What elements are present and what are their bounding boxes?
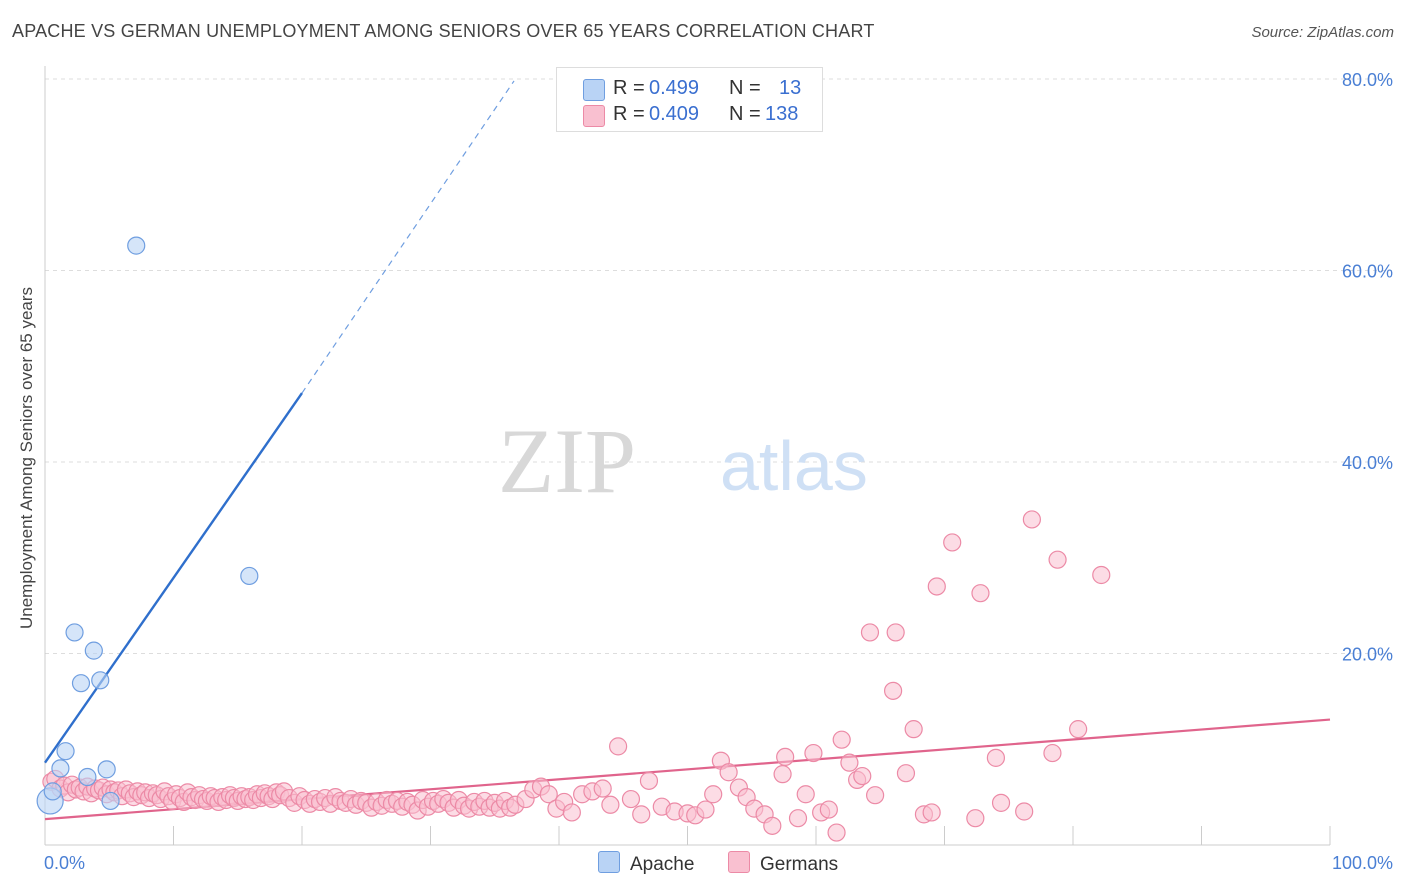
germans-point xyxy=(883,681,903,700)
germans-point xyxy=(943,533,962,552)
watermark: ZIP atlas xyxy=(498,410,868,512)
germans-point xyxy=(886,623,905,642)
grid-lines xyxy=(45,78,1392,654)
apache-point xyxy=(91,671,110,690)
germans-point xyxy=(593,779,612,798)
germans-n-label: N = xyxy=(729,103,761,125)
germans-r-label: R = xyxy=(613,103,645,125)
bottom-apache-label: Apache xyxy=(630,854,695,875)
watermark-atlas: atlas xyxy=(720,427,868,505)
germans-point xyxy=(639,771,659,790)
germans-point xyxy=(773,765,792,784)
germans-point xyxy=(696,800,715,819)
y-tick-label: 80.0% xyxy=(1342,70,1393,90)
germans-point xyxy=(704,785,723,804)
germans-point xyxy=(904,720,923,739)
apache-point xyxy=(84,641,103,660)
germans-point xyxy=(719,763,738,782)
germans-point xyxy=(804,743,823,763)
apache-n-value: 13 xyxy=(779,77,802,99)
y-tick-label: 60.0% xyxy=(1342,262,1393,282)
germans-point xyxy=(1015,802,1034,821)
bottom-legend-germans: Germans xyxy=(728,851,838,876)
apache-point xyxy=(127,236,146,255)
source-label: Source: ZipAtlas.com xyxy=(1251,24,1394,41)
bottom-apache-swatch xyxy=(598,851,620,873)
apache-swatch xyxy=(583,79,605,101)
apache-r-value: 0.499 xyxy=(649,77,700,99)
apache-point xyxy=(97,760,116,779)
watermark-zip: ZIP xyxy=(498,410,636,512)
germans-point xyxy=(621,789,641,809)
germans-point xyxy=(776,747,795,767)
apache-point xyxy=(71,674,91,693)
apache-point xyxy=(56,742,75,761)
apache-point xyxy=(51,759,70,778)
germans-point xyxy=(601,795,620,814)
apache-point xyxy=(240,566,259,586)
y-tick-label: 40.0% xyxy=(1342,453,1393,473)
x-tick-label-max: 100.0% xyxy=(1332,853,1393,873)
germans-point xyxy=(1043,743,1062,763)
chart-title: APACHE VS GERMAN UNEMPLOYMENT AMONG SENI… xyxy=(12,21,875,41)
germans-point xyxy=(827,823,846,842)
germans-point xyxy=(971,584,990,603)
germans-point xyxy=(896,764,916,783)
germans-point xyxy=(1069,720,1088,739)
axes xyxy=(44,66,1331,846)
germans-point xyxy=(860,623,880,642)
germans-point xyxy=(853,766,872,786)
germans-point xyxy=(966,809,985,828)
germans-point xyxy=(632,805,651,824)
y-tick-label: 20.0% xyxy=(1342,645,1393,665)
germans-point xyxy=(986,748,1006,767)
germans-point xyxy=(866,786,885,805)
germans-point xyxy=(609,737,628,756)
apache-series xyxy=(36,236,259,815)
apache-trend-extension xyxy=(301,80,515,394)
y-axis-label: Unemployment Among Seniors over 65 years xyxy=(17,286,36,630)
germans-point xyxy=(819,800,838,819)
apache-point xyxy=(65,623,84,642)
apache-r-label: R = xyxy=(613,77,645,99)
germans-point xyxy=(763,816,782,835)
germans-point xyxy=(562,803,581,822)
apache-point xyxy=(78,767,97,787)
germans-point xyxy=(927,577,946,596)
x-tick-label-min: 0.0% xyxy=(44,853,85,873)
germans-point xyxy=(796,785,815,804)
germans-point xyxy=(1048,550,1067,569)
germans-r-value: 0.409 xyxy=(649,103,700,125)
apache-n-label: N = xyxy=(729,77,761,99)
apache-trend-line xyxy=(44,392,303,764)
correlation-legend: R = 0.499 N = 13 R = 0.409 N = 138 xyxy=(556,67,823,132)
tick-labels: 20.0% 40.0% 60.0% 80.0% 0.0% 100.0% xyxy=(44,70,1393,873)
germans-point xyxy=(1022,510,1041,529)
germans-point xyxy=(539,785,558,804)
germans-point xyxy=(991,793,1011,812)
apache-point xyxy=(101,791,120,811)
germans-point xyxy=(832,730,851,749)
germans-point xyxy=(922,803,941,822)
bottom-germans-swatch xyxy=(728,851,750,873)
bottom-legend-apache: Apache xyxy=(598,851,694,876)
bottom-germans-label: Germans xyxy=(760,854,839,875)
germans-point xyxy=(840,753,859,772)
germans-swatch xyxy=(583,105,605,127)
apache-point xyxy=(43,782,62,801)
germans-series xyxy=(42,510,1111,842)
trend-lines xyxy=(44,80,1331,821)
germans-n-value: 138 xyxy=(765,103,799,125)
germans-point xyxy=(788,809,808,828)
germans-point xyxy=(1092,565,1111,585)
